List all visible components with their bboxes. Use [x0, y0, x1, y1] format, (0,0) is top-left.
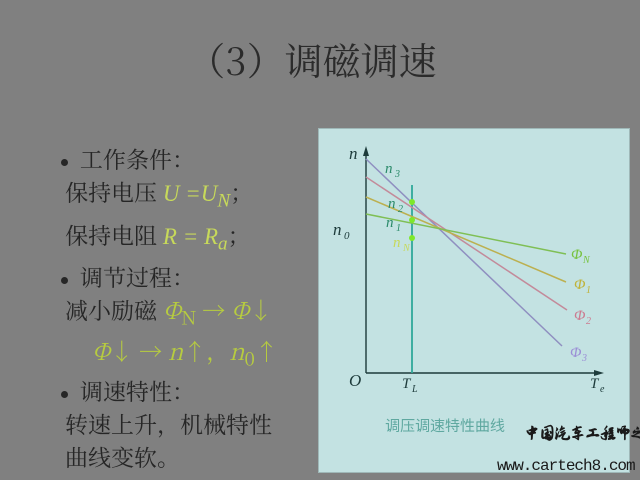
svg-text:3: 3: [581, 353, 587, 364]
svg-text:T: T: [590, 376, 600, 392]
svg-text:2: 2: [398, 204, 403, 215]
svg-text:1: 1: [396, 223, 401, 234]
svg-text:Φ: Φ: [571, 247, 583, 263]
svg-text:Φ: Φ: [574, 277, 586, 293]
svg-text:n: n: [393, 235, 401, 251]
svg-text:Φ: Φ: [570, 345, 582, 361]
svg-text:2: 2: [586, 316, 591, 327]
svg-text:n: n: [386, 215, 394, 231]
svg-text:Φ: Φ: [574, 308, 586, 324]
svg-text:1: 1: [586, 285, 591, 296]
svg-text:n: n: [388, 196, 396, 212]
svg-text:N: N: [402, 243, 411, 254]
svg-text:O: O: [349, 371, 361, 390]
svg-text:e: e: [600, 384, 605, 395]
svg-text:3: 3: [394, 169, 400, 180]
svg-text:n: n: [333, 220, 342, 239]
svg-text:0: 0: [344, 230, 350, 242]
svg-text:N: N: [582, 255, 591, 266]
svg-text:L: L: [411, 384, 418, 395]
svg-text:调压调速特性曲线: 调压调速特性曲线: [385, 415, 505, 436]
svg-text:n: n: [385, 161, 393, 177]
svg-text:n: n: [349, 144, 358, 163]
svg-text:T: T: [402, 376, 412, 392]
